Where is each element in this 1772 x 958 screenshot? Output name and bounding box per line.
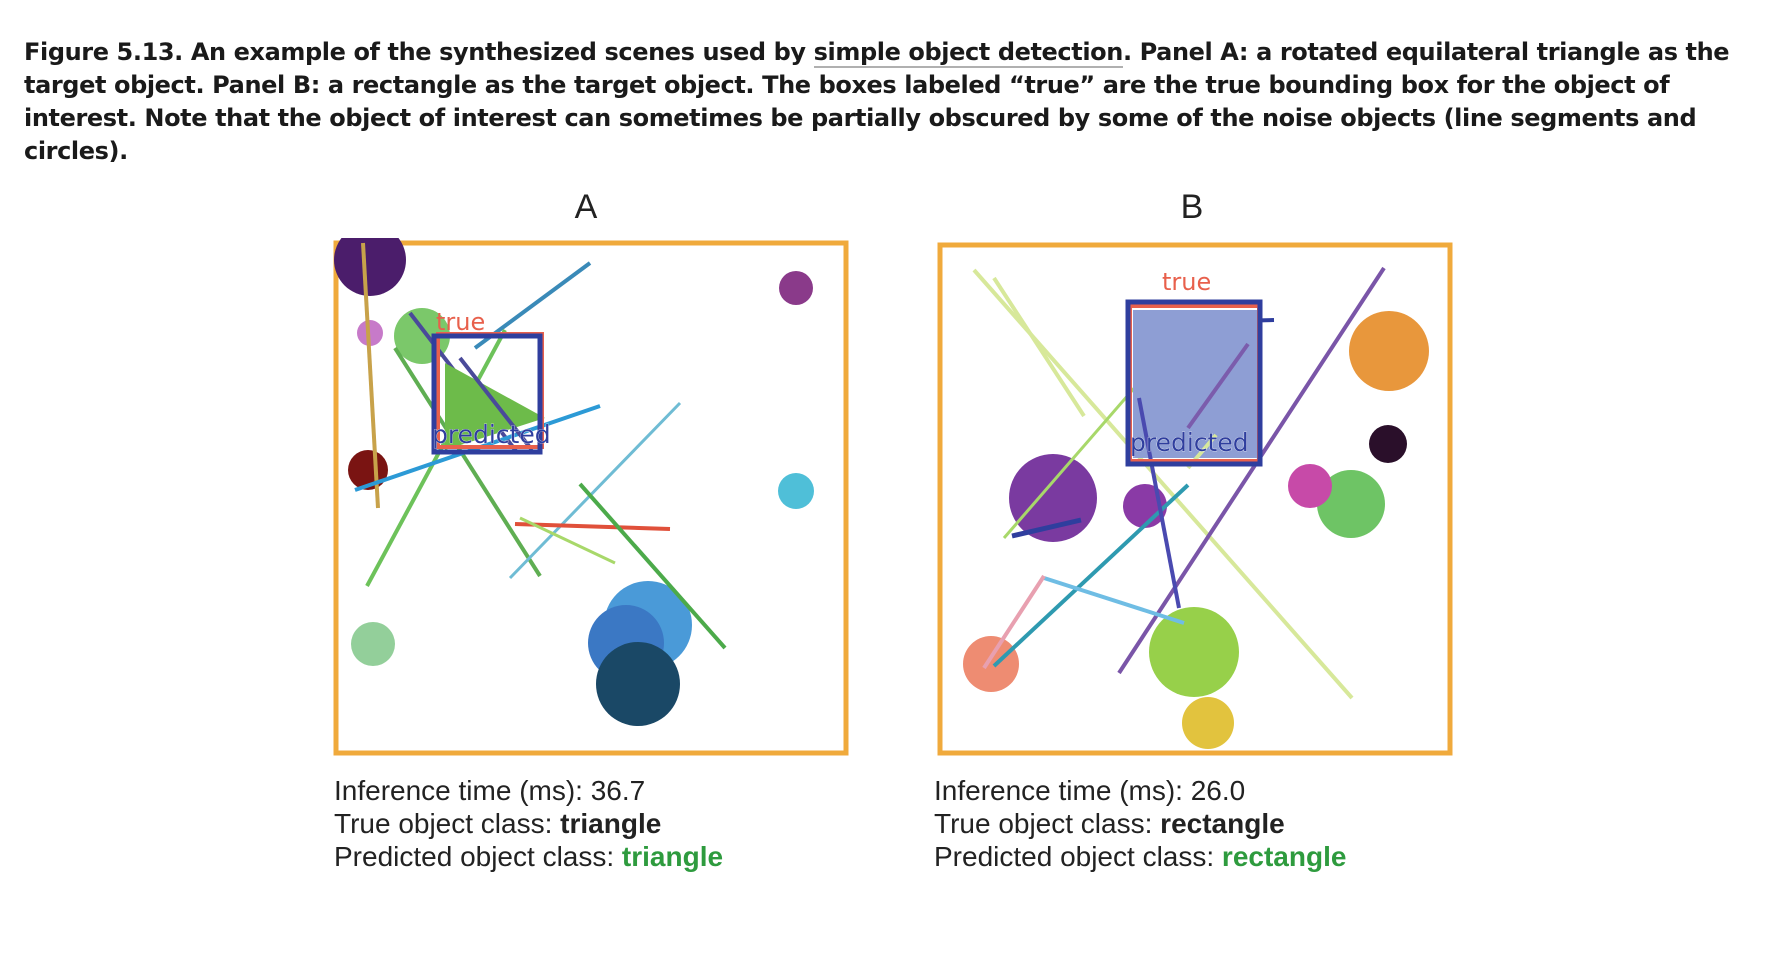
circle	[351, 622, 395, 666]
panel-a-true-label: true	[436, 308, 485, 336]
pred-class-value: rectangle	[1221, 841, 1347, 872]
circle	[596, 642, 680, 726]
panel-a-noise-objects	[334, 238, 814, 726]
true-class-value: triangle	[560, 808, 662, 839]
circle	[963, 636, 1019, 692]
line-segment-over-target	[1137, 397, 1181, 609]
panel-b-letter: B	[1180, 188, 1204, 226]
panel-a-letter: A	[574, 188, 598, 226]
panel-a-scene: true predicted	[333, 238, 849, 756]
panel-a-predicted-box	[431, 333, 543, 455]
pred-class-value: triangle	[621, 841, 724, 872]
caption-text-before: Figure 5.13. An example of the synthesiz…	[24, 38, 814, 66]
circle	[1182, 697, 1234, 749]
line-segment	[1011, 517, 1082, 539]
circle	[1149, 607, 1239, 697]
panel-a-info: Inference time (ms): 36.7 True object cl…	[334, 774, 723, 873]
simple-object-detection-link[interactable]: simple object detection	[813, 38, 1123, 68]
line-segment	[393, 346, 542, 578]
circle	[1369, 425, 1407, 463]
line-segment-over-target	[458, 356, 534, 452]
panel-b-predicted-box	[1125, 299, 1263, 467]
line-segment	[992, 483, 1190, 668]
true-class-value: rectangle	[1160, 808, 1285, 839]
true-class-label: True object class:	[934, 808, 1161, 839]
circle	[779, 271, 813, 305]
panel-a-predicted-label: predicted	[432, 420, 551, 449]
caption-text-after: . Panel A: a rotated equilateral triangl…	[24, 38, 1730, 165]
inference-value: 26.0	[1190, 775, 1246, 806]
panel-b-true-class-row: True object class: rectangle	[934, 807, 1346, 840]
line-segment	[1043, 576, 1185, 625]
panel-b-scene: true predicted	[937, 242, 1453, 756]
inference-label: Inference time (ms):	[934, 775, 1191, 806]
pred-class-label: Predicted object class:	[334, 841, 622, 872]
line-segment	[982, 574, 1046, 670]
pred-class-label: Predicted object class:	[934, 841, 1222, 872]
circle	[1288, 464, 1332, 508]
inference-value: 36.7	[590, 775, 646, 806]
circle	[778, 473, 814, 509]
panel-a-target-triangle	[445, 363, 545, 450]
line-segment	[578, 482, 727, 650]
inference-label: Inference time (ms):	[334, 775, 591, 806]
true-class-label: True object class:	[334, 808, 561, 839]
panel-a-true-class-row: True object class: triangle	[334, 807, 723, 840]
panel-b-inference-row: Inference time (ms): 26.0	[934, 774, 1346, 807]
panel-b-info: Inference time (ms): 26.0 True object cl…	[934, 774, 1346, 873]
line-segment-over-target	[1186, 342, 1250, 430]
panel-a-inference-row: Inference time (ms): 36.7	[334, 774, 723, 807]
panel-b-noise-objects	[963, 266, 1429, 749]
line-segment	[361, 242, 380, 509]
circle	[334, 238, 406, 296]
panel-b-true-label: true	[1162, 268, 1211, 296]
panel-a-pred-class-row: Predicted object class: triangle	[334, 840, 723, 873]
panel-b-predicted-label: predicted	[1130, 428, 1249, 457]
line-segment	[992, 276, 1086, 418]
figure-caption: Figure 5.13. An example of the synthesiz…	[24, 36, 1744, 168]
line-segment	[519, 516, 616, 565]
line-segment	[514, 522, 671, 531]
panel-b-pred-class-row: Predicted object class: rectangle	[934, 840, 1346, 873]
line-segment	[1117, 266, 1386, 675]
circle	[1317, 470, 1385, 538]
panel-b-target-rectangle	[1133, 310, 1258, 458]
line-segment	[508, 401, 682, 580]
circle	[1349, 311, 1429, 391]
line-segment	[365, 329, 507, 587]
